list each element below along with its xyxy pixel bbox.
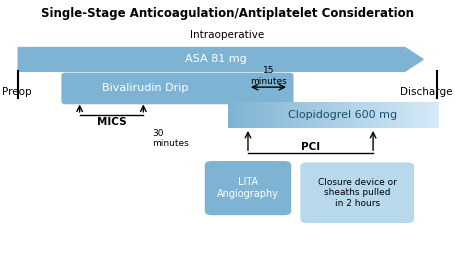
Bar [316, 102, 319, 128]
FancyArrow shape [18, 48, 423, 71]
Text: MICS: MICS [96, 117, 126, 128]
Bar [266, 102, 270, 128]
Bar [302, 102, 305, 128]
Bar [404, 102, 407, 128]
Bar [263, 102, 266, 128]
Bar [400, 102, 404, 128]
Bar [330, 102, 333, 128]
Text: Single-Stage Anticoagulation/Antiplatelet Consideration: Single-Stage Anticoagulation/Antiplatele… [41, 7, 414, 20]
Text: Clopidogrel 600 mg: Clopidogrel 600 mg [288, 110, 397, 120]
Bar [333, 102, 337, 128]
Bar [421, 102, 425, 128]
Bar [284, 102, 288, 128]
Text: 30
minutes: 30 minutes [152, 129, 189, 148]
Bar [305, 102, 308, 128]
Bar [397, 102, 400, 128]
Bar [386, 102, 389, 128]
Bar [354, 102, 358, 128]
Bar [418, 102, 421, 128]
Bar [259, 102, 263, 128]
Bar [235, 102, 238, 128]
Text: Closure device or
sheaths pulled
in 2 hours: Closure device or sheaths pulled in 2 ho… [318, 178, 397, 208]
FancyBboxPatch shape [300, 162, 414, 223]
Bar [245, 102, 248, 128]
Bar [231, 102, 235, 128]
Bar [312, 102, 316, 128]
Text: Preop: Preop [2, 87, 32, 97]
Bar [432, 102, 435, 128]
Bar [372, 102, 376, 128]
Bar [348, 102, 351, 128]
Bar [351, 102, 354, 128]
Bar [365, 102, 369, 128]
Bar [425, 102, 429, 128]
Bar [326, 102, 330, 128]
Bar [242, 102, 245, 128]
Bar [379, 102, 383, 128]
Bar [294, 102, 298, 128]
Bar [323, 102, 326, 128]
Bar [273, 102, 277, 128]
Text: Bivalirudin Drip: Bivalirudin Drip [102, 83, 189, 93]
Bar [358, 102, 361, 128]
Bar [270, 102, 273, 128]
Bar [415, 102, 418, 128]
Text: ASA 81 mg: ASA 81 mg [185, 54, 247, 64]
Bar [389, 102, 393, 128]
Bar [383, 102, 386, 128]
Bar [344, 102, 348, 128]
Bar [256, 102, 259, 128]
Text: Intraoperative: Intraoperative [190, 30, 265, 40]
Bar [238, 102, 242, 128]
FancyBboxPatch shape [205, 161, 291, 215]
Text: PCI: PCI [301, 142, 320, 152]
Text: Discharge: Discharge [400, 87, 453, 97]
Bar [375, 102, 379, 128]
Bar [407, 102, 411, 128]
Bar [337, 102, 340, 128]
FancyBboxPatch shape [61, 73, 293, 104]
Bar [298, 102, 302, 128]
Bar [411, 102, 415, 128]
Bar [228, 102, 231, 128]
Text: 15
minutes: 15 minutes [250, 67, 287, 86]
Bar [277, 102, 280, 128]
Bar [393, 102, 397, 128]
Bar [252, 102, 256, 128]
Bar [435, 102, 439, 128]
Bar [280, 102, 284, 128]
Bar [308, 102, 312, 128]
Bar [248, 102, 252, 128]
Text: LITA
Angiography: LITA Angiography [217, 177, 279, 199]
Bar [369, 102, 372, 128]
Bar [288, 102, 291, 128]
Bar [429, 102, 432, 128]
Bar [340, 102, 344, 128]
Bar [361, 102, 365, 128]
Bar [291, 102, 294, 128]
Bar [319, 102, 323, 128]
